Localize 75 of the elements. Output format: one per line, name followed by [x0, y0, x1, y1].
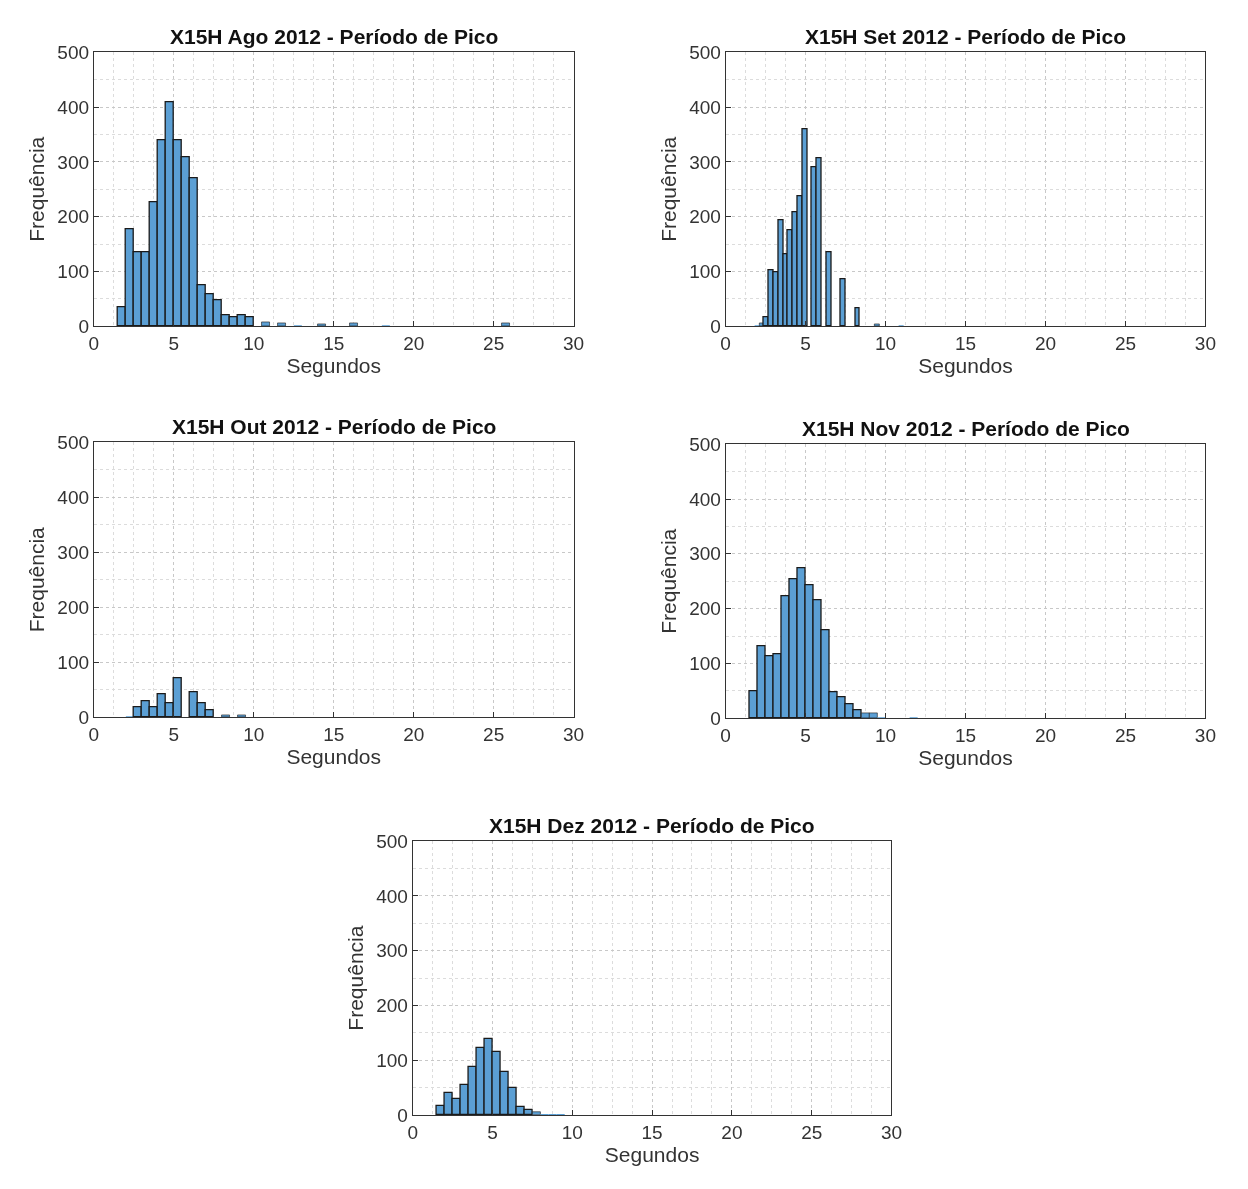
y-axis-title: Frequência [657, 136, 681, 242]
y-tick-label: 400 [689, 488, 721, 510]
y-axis-title: Frequência [25, 136, 49, 242]
x-tick-label: 15 [323, 724, 345, 746]
y-tick-label: 400 [57, 486, 90, 508]
x-tick-label: 30 [563, 724, 585, 746]
y-tick-label: 400 [376, 885, 408, 907]
x-axis-title: Segundos [604, 1142, 700, 1166]
y-tick-label: 200 [689, 598, 721, 620]
x-tick-label: 20 [1034, 725, 1057, 747]
y-tick-label: 300 [689, 543, 721, 565]
y-tick-label: 300 [689, 151, 721, 173]
x-tick-label: 5 [487, 1121, 498, 1143]
x-tick-label: 25 [801, 1121, 823, 1143]
y-tick-label: 500 [689, 433, 721, 455]
x-tick-label: 15 [641, 1121, 663, 1143]
chart-title: X15H Dez 2012 - Período de Pico [489, 814, 815, 837]
x-axis-title: Segundos [286, 745, 382, 769]
x-tick-label: 5 [168, 724, 180, 746]
chart-title: X15H Out 2012 - Período de Pico [172, 415, 497, 438]
y-tick-label: 0 [710, 315, 721, 337]
x-tick-label: 15 [954, 725, 977, 747]
x-tick-label: 5 [800, 725, 811, 747]
y-axis-title: Frequência [657, 528, 681, 634]
x-tick-label: 15 [954, 333, 977, 355]
x-axis-title: Segundos [918, 354, 1013, 378]
y-tick-label: 400 [689, 96, 721, 118]
x-tick-label: 20 [403, 333, 425, 355]
chart-title: X15H Nov 2012 - Período de Pico [802, 417, 1130, 440]
x-tick-label: 10 [243, 724, 265, 746]
y-axis-title: Frequência [25, 526, 49, 633]
y-tick-label: 100 [57, 261, 90, 283]
x-axis-title: Segundos [286, 354, 382, 378]
y-tick-label: 200 [376, 995, 408, 1017]
y-tick-label: 100 [57, 651, 90, 673]
x-tick-label: 10 [874, 333, 897, 355]
y-tick-label: 0 [78, 315, 90, 337]
y-tick-label: 300 [376, 940, 408, 962]
y-tick-label: 0 [710, 707, 721, 729]
y-tick-label: 400 [57, 96, 90, 118]
y-tick-label: 0 [78, 706, 90, 728]
y-tick-label: 500 [57, 431, 90, 453]
y-axis-title: Frequência [344, 925, 368, 1031]
y-tick-label: 500 [376, 830, 408, 852]
x-tick-label: 10 [243, 333, 265, 355]
x-axis-title: Segundos [918, 746, 1013, 770]
x-tick-label: 10 [874, 725, 897, 747]
y-tick-label: 200 [689, 206, 721, 228]
y-tick-label: 500 [57, 41, 90, 63]
y-tick-label: 100 [689, 261, 721, 283]
x-tick-label: 25 [1114, 333, 1137, 355]
x-tick-label: 20 [1034, 333, 1057, 355]
y-tick-label: 100 [376, 1049, 408, 1071]
x-tick-label: 5 [168, 333, 180, 355]
y-tick-label: 300 [57, 151, 90, 173]
chart-title: X15H Set 2012 - Período de Pico [805, 25, 1126, 48]
y-tick-label: 500 [689, 41, 721, 63]
y-tick-label: 0 [397, 1104, 408, 1126]
y-tick-label: 200 [57, 206, 90, 228]
x-tick-label: 30 [563, 333, 585, 355]
x-tick-label: 30 [880, 1121, 903, 1143]
chart-title: X15H Ago 2012 - Período de Pico [170, 25, 499, 48]
x-tick-label: 10 [561, 1121, 583, 1143]
x-tick-label: 25 [483, 724, 505, 746]
x-tick-label: 25 [1114, 725, 1137, 747]
x-tick-label: 25 [483, 333, 505, 355]
x-tick-label: 20 [403, 724, 425, 746]
x-tick-label: 15 [323, 333, 345, 355]
x-tick-label: 20 [721, 1121, 743, 1143]
y-tick-label: 200 [57, 596, 90, 618]
y-tick-label: 300 [57, 541, 90, 563]
x-tick-label: 5 [800, 333, 811, 355]
x-tick-label: 30 [1194, 333, 1216, 355]
x-tick-label: 30 [1194, 725, 1216, 747]
y-tick-label: 100 [689, 653, 721, 675]
